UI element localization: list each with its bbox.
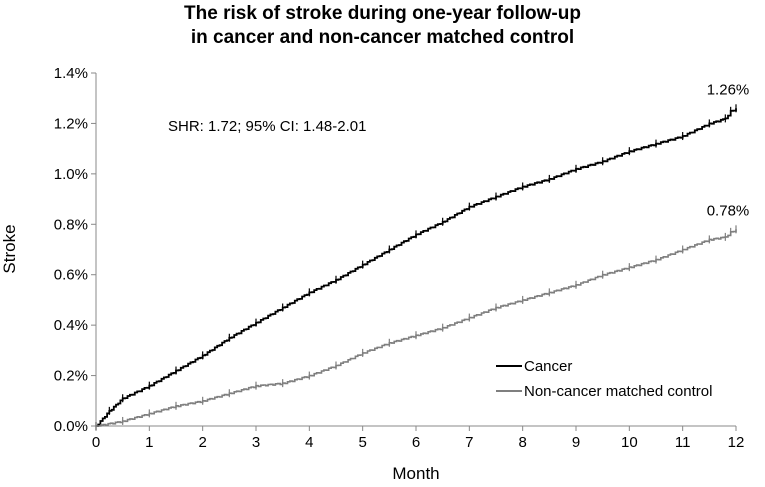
legend-item-control: Non-cancer matched control	[496, 383, 712, 400]
x-tick-label: 1	[145, 434, 153, 451]
x-tick-label: 8	[518, 434, 526, 451]
x-tick-label: 6	[412, 434, 420, 451]
y-tick-label: 0.6%	[54, 267, 88, 284]
x-tick-label: 7	[465, 434, 473, 451]
y-axis-ticks: 0.0% 0.2% 0.4% 0.6% 0.8% 1.0% 1.2% 1.4%	[54, 65, 96, 435]
y-tick-label: 1.2%	[54, 115, 88, 132]
chart-title: The risk of stroke during one-year follo…	[0, 2, 765, 50]
x-tick-label: 11	[675, 434, 691, 451]
y-tick-label: 0.4%	[54, 317, 88, 334]
legend-item-cancer: Cancer	[496, 358, 572, 375]
x-axis-title: Month	[392, 464, 439, 483]
x-tick-label: 5	[358, 434, 366, 451]
x-tick-label: 9	[572, 434, 580, 451]
x-tick-label: 12	[728, 434, 745, 451]
chart-title-line-1: The risk of stroke during one-year follo…	[184, 3, 581, 24]
y-tick-label: 0.8%	[54, 216, 88, 233]
legend-label-cancer: Cancer	[524, 358, 572, 375]
y-tick-label: 1.4%	[54, 65, 88, 82]
x-tick-label: 0	[92, 434, 100, 451]
legend-label-control: Non-cancer matched control	[524, 383, 712, 400]
chart-title-line-2: in cancer and non-cancer matched control	[190, 27, 575, 48]
shr-annotation: SHR: 1.72; 95% CI: 1.48-2.01	[168, 118, 366, 135]
x-tick-label: 2	[198, 434, 206, 451]
cancer-end-label: 1.26%	[707, 81, 750, 98]
x-tick-label: 10	[621, 434, 638, 451]
series-line-cancer	[96, 108, 737, 427]
y-axis-title: Stroke	[0, 224, 19, 273]
series-layer	[95, 104, 737, 430]
y-tick-label: 1.0%	[54, 166, 88, 183]
legend: Cancer Non-cancer matched control	[496, 358, 712, 400]
x-tick-label: 3	[252, 434, 260, 451]
control-end-label: 0.78%	[707, 202, 750, 219]
y-tick-label: 0.2%	[54, 368, 88, 385]
x-tick-label: 4	[305, 434, 313, 451]
y-tick-label: 0.0%	[54, 418, 88, 435]
x-axis-ticks: 0 1 2 3 4 5 6 7 8 9 10 11 12	[92, 426, 745, 451]
